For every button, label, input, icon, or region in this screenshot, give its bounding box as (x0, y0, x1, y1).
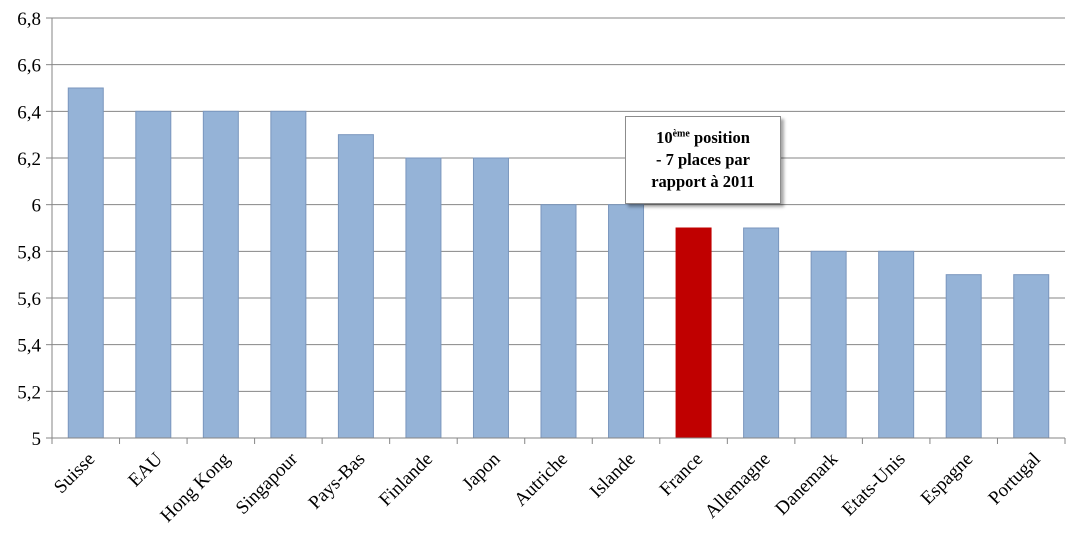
y-tick-label: 6,2 (17, 149, 41, 170)
annotation-line-1: 10ème position (626, 127, 780, 149)
x-tick-label: Singapour (232, 448, 303, 519)
x-tick-label: France (656, 449, 707, 500)
bar-portugal (1013, 274, 1050, 439)
bar-eau (135, 110, 172, 439)
x-tick-label: Hong Kong (156, 448, 234, 526)
y-tick-label: 6,6 (17, 56, 41, 77)
bar-pays-bas (337, 134, 374, 439)
y-tick-label: 6,8 (17, 9, 41, 30)
bar-suisse (67, 87, 104, 439)
y-tick-label: 5,4 (17, 336, 41, 357)
x-tick-label: Allemagne (701, 449, 775, 523)
y-tick-label: 5,6 (17, 289, 41, 310)
x-tick-label: Japon (458, 448, 505, 495)
axes (51, 18, 1066, 444)
y-tick-label: 5,2 (17, 382, 41, 403)
annotation-line-1-rest: position (689, 128, 750, 147)
annotation-superscript: ème (672, 128, 690, 140)
annotation-line-2: - 7 places par (656, 150, 750, 169)
bar-japon (472, 157, 509, 439)
y-tick-label: 5 (32, 429, 42, 450)
x-tick-label: Finlande (375, 449, 437, 511)
annotation-box: 10ème position - 7 places par rapport à … (625, 116, 781, 204)
x-tick-label: Etats-Unis (838, 449, 910, 521)
bar-singapour (270, 110, 307, 439)
bar-hong-kong (202, 110, 239, 439)
bar-france (675, 227, 712, 439)
x-tick-label: EAU (124, 448, 167, 491)
annotation-number: 10 (656, 128, 673, 147)
bars (67, 87, 1050, 439)
bar-espagne (945, 274, 982, 439)
bar-autriche (540, 204, 577, 439)
x-tick-label: Espagne (917, 449, 977, 509)
x-tick-label: Danemark (771, 448, 842, 519)
bar-allemagne (743, 227, 780, 439)
x-tick-label: Portugal (984, 449, 1044, 509)
bar-islande (608, 204, 645, 439)
x-tick-label: Pays-Bas (305, 449, 370, 514)
annotation-line-3: rapport à 2011 (651, 172, 755, 191)
bar-etats-unis (878, 250, 915, 439)
x-tick-label: Islande (586, 449, 640, 503)
y-tick-label: 5,8 (17, 242, 41, 263)
y-tick-label: 6 (32, 196, 42, 217)
y-tick-labels: 5 5,2 5,4 5,6 5,8 6 6,2 6,4 6,6 6,8 (17, 9, 41, 450)
bar-finlande (405, 157, 442, 439)
x-tick-label: Suisse (50, 449, 99, 498)
x-tick-label: Autriche (510, 449, 572, 511)
bar-danemark (810, 250, 847, 439)
y-tick-label: 6,4 (17, 102, 41, 123)
